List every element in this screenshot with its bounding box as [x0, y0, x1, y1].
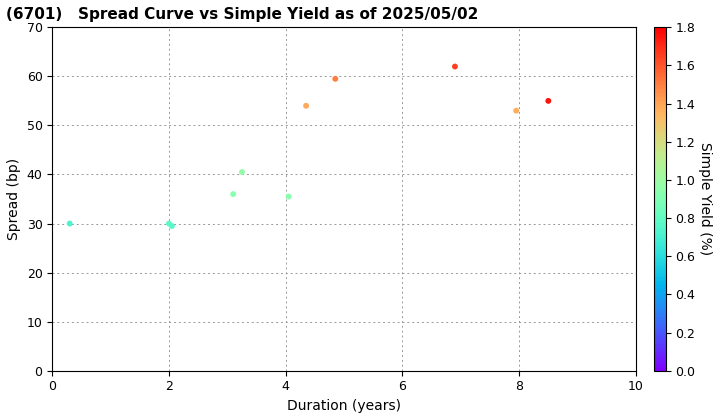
Y-axis label: Simple Yield (%): Simple Yield (%) — [698, 142, 712, 256]
Y-axis label: Spread (bp): Spread (bp) — [7, 158, 21, 240]
Point — [283, 193, 294, 200]
Point — [543, 97, 554, 104]
Point — [510, 108, 522, 114]
Point — [166, 223, 178, 229]
Point — [449, 63, 461, 70]
X-axis label: Duration (years): Duration (years) — [287, 399, 401, 413]
Point — [64, 220, 76, 227]
Point — [300, 102, 312, 109]
Text: (6701)   Spread Curve vs Simple Yield as of 2025/05/02: (6701) Spread Curve vs Simple Yield as o… — [6, 7, 478, 22]
Point — [228, 191, 239, 197]
Point — [330, 76, 341, 82]
Point — [236, 169, 248, 176]
Point — [163, 220, 175, 227]
